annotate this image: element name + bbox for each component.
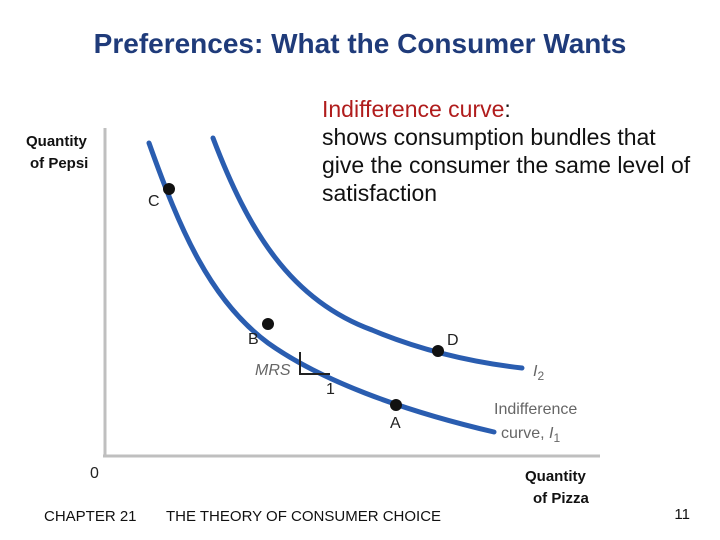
curve-i2-label: I2 (533, 363, 544, 383)
origin-label: 0 (90, 465, 99, 482)
definition-text: Indifference curve: shows consumption bu… (322, 95, 702, 207)
curve-i1-sub: 1 (553, 431, 560, 445)
footer-page-number: 11 (674, 506, 690, 523)
definition-body: shows consumption bundles that give the … (322, 124, 691, 206)
curve-i1-label-line2: curve, I1 (501, 425, 560, 445)
x-axis-label-line1: Quantity (525, 468, 586, 485)
x-axis-label-line2: of Pizza (533, 490, 589, 507)
point-d (432, 345, 444, 357)
curve-i1-label-line1: Indifference (494, 401, 577, 418)
indifference-curve-i1 (146, 140, 497, 435)
definition-term: Indifference curve (322, 96, 505, 122)
point-c (163, 183, 175, 195)
indifference-curve-i2 (210, 135, 525, 371)
point-d-label: D (447, 332, 459, 349)
curve-i2-letter: I (533, 363, 538, 380)
point-c-label: C (148, 193, 160, 210)
y-axis-label-line2: of Pepsi (30, 155, 88, 172)
curve-i2-sub: 2 (537, 369, 544, 383)
curve-i1-label-text: curve, (501, 425, 549, 442)
slide-title: Preferences: What the Consumer Wants (93, 28, 627, 59)
footer-chapter: CHAPTER 21 (44, 508, 137, 525)
point-b (262, 318, 274, 330)
point-a (390, 399, 402, 411)
mrs-triangle (299, 352, 330, 375)
point-a-label: A (390, 415, 401, 432)
definition-colon: : (504, 96, 511, 122)
y-axis-label-line1: Quantity (26, 133, 87, 150)
point-b-label: B (248, 331, 259, 348)
footer-title: THE THEORY OF CONSUMER CHOICE (166, 508, 442, 525)
curve-i1-letter: I (549, 425, 554, 442)
mrs-label: MRS (255, 362, 291, 379)
mrs-run-label: 1 (326, 381, 335, 398)
